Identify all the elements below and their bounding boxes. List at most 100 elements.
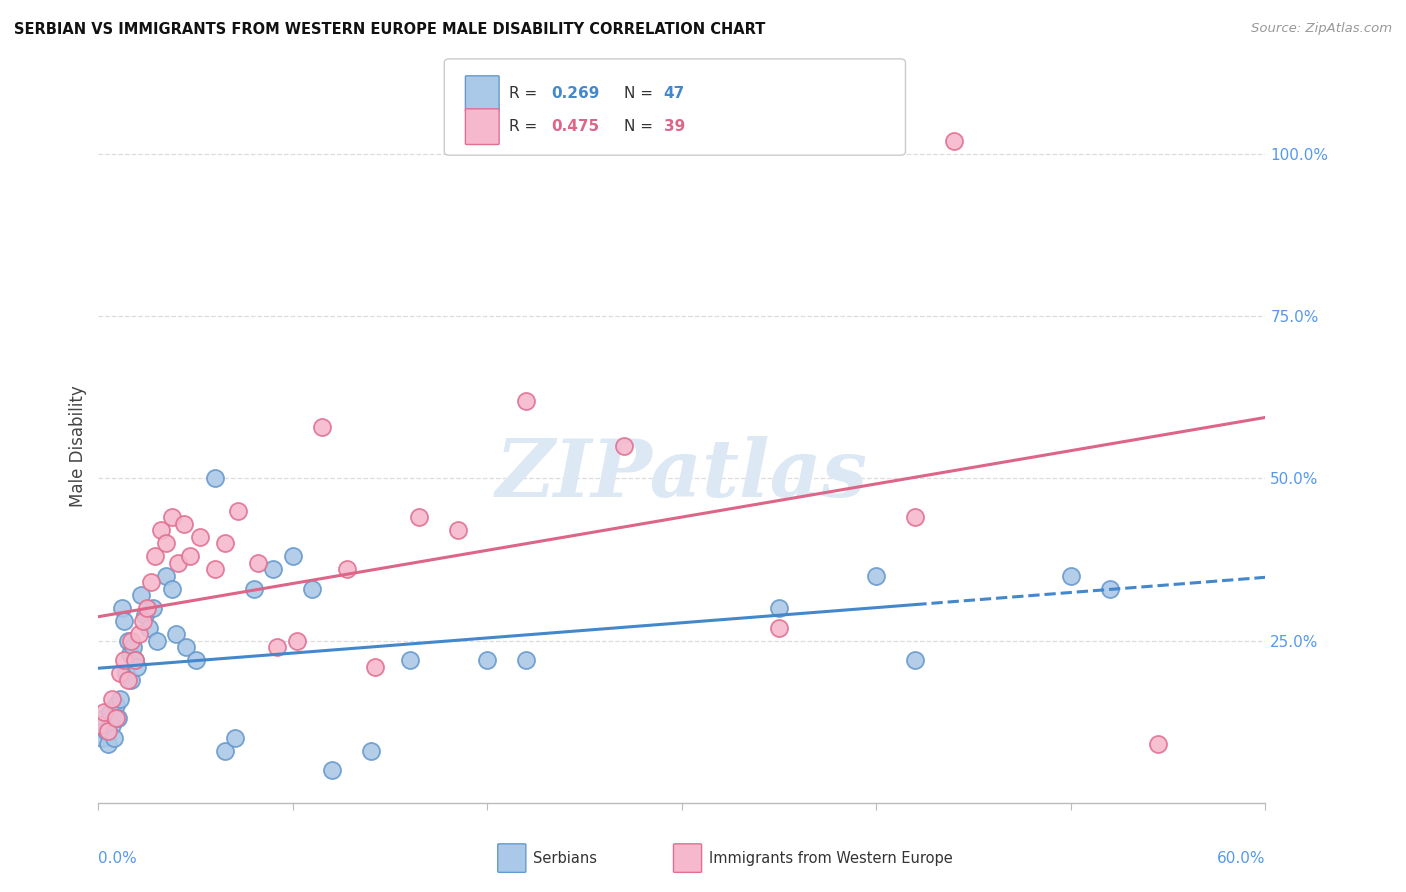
Point [112,653,135,667]
Point [91,731,114,745]
Point [943,134,966,148]
Point [114,666,136,681]
Point [117,633,139,648]
Point [149,524,172,538]
Text: N =: N = [624,87,658,101]
Point [142,601,165,615]
Point [179,549,201,564]
Text: N =: N = [624,120,658,134]
Point [121,673,143,687]
Text: SERBIAN VS IMMIGRANTS FROM WESTERN EUROPE MALE DISABILITY CORRELATION CHART: SERBIAN VS IMMIGRANTS FROM WESTERN EUROP… [14,22,765,37]
Text: Serbians: Serbians [533,851,598,865]
Point [285,633,308,648]
Point [408,510,430,524]
Point [101,692,124,706]
Point [89,718,111,732]
Point [134,607,156,622]
Point [246,556,269,570]
Point [155,568,177,582]
Point [228,504,250,518]
Point [96,724,118,739]
Point [108,692,131,706]
Point [136,601,159,615]
Point [301,582,323,596]
Point [89,718,111,732]
Point [162,510,184,524]
Point [204,562,226,576]
Point [311,419,333,434]
Point [243,582,266,596]
Point [127,659,149,673]
Point [104,698,127,713]
Point [266,640,288,654]
Point [143,549,166,564]
Point [118,647,141,661]
Point [174,640,197,654]
Point [129,588,152,602]
Point [117,673,139,687]
Point [97,724,120,739]
Point [904,653,927,667]
Text: Immigrants from Western Europe: Immigrants from Western Europe [709,851,952,865]
Point [103,731,125,745]
Point [138,621,160,635]
Point [1060,568,1083,582]
Point [93,711,115,725]
Text: 39: 39 [664,120,685,134]
Point [515,653,537,667]
Text: 47: 47 [664,87,685,101]
Point [146,633,169,648]
Point [1098,582,1121,596]
Point [768,601,790,615]
Y-axis label: Male Disability: Male Disability [69,385,87,507]
Point [184,653,207,667]
Point [98,705,121,719]
Point [124,653,146,667]
Text: 0.475: 0.475 [551,120,599,134]
Point [139,575,162,590]
Point [108,666,131,681]
Point [214,536,236,550]
Point [124,653,146,667]
Point [188,530,211,544]
Point [768,621,790,635]
Point [111,601,134,615]
Point [865,568,887,582]
Point [112,614,135,628]
Point [107,711,129,725]
Text: R =: R = [509,120,543,134]
Point [165,627,187,641]
Point [904,510,927,524]
Text: 0.269: 0.269 [551,87,599,101]
Point [262,562,284,576]
Point [214,744,236,758]
Point [224,731,246,745]
Text: Source: ZipAtlas.com: Source: ZipAtlas.com [1251,22,1392,36]
Text: 0.0%: 0.0% [98,852,138,866]
Point [447,524,470,538]
Point [97,738,120,752]
Point [515,393,537,408]
Point [281,549,304,564]
Point [132,614,155,628]
Point [104,711,127,725]
Point [477,653,499,667]
Point [1147,738,1170,752]
Point [162,582,184,596]
Text: 60.0%: 60.0% [1218,852,1265,866]
Point [101,718,124,732]
Point [613,439,636,453]
Point [398,653,420,667]
Point [204,471,226,485]
Point [93,705,115,719]
Point [167,556,190,570]
Point [336,562,359,576]
Point [321,764,343,778]
Text: ZIPatlas: ZIPatlas [496,436,868,513]
Point [173,516,195,531]
Point [128,627,150,641]
Text: R =: R = [509,87,543,101]
Point [360,744,382,758]
Point [363,659,385,673]
Point [122,640,145,654]
